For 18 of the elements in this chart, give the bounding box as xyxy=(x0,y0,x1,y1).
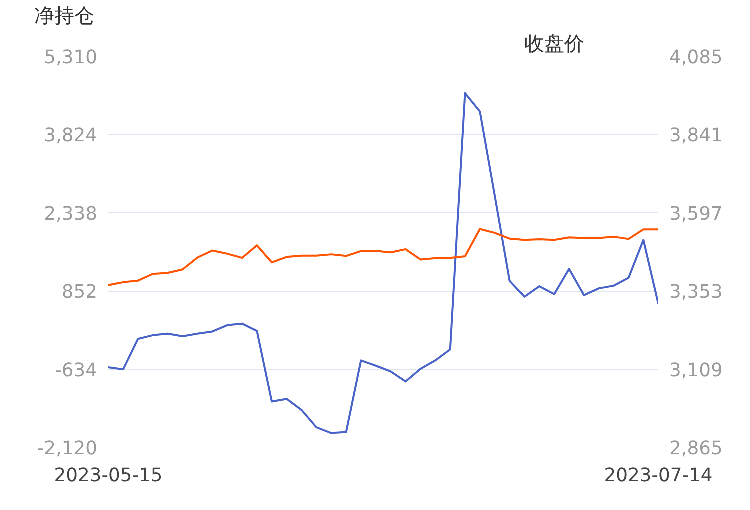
y-axis-title: 净持仓 xyxy=(34,4,94,28)
y2-tick-label: 4,085 xyxy=(670,48,723,68)
y2-tick-label: 3,353 xyxy=(670,282,723,304)
y-tick-label: -634 xyxy=(55,360,98,382)
y-tick-label: 2,338 xyxy=(44,204,98,225)
y-tick-label: -2,120 xyxy=(37,438,98,460)
line-series xyxy=(108,92,658,434)
y2-tick-label: 3,597 xyxy=(670,204,723,225)
x-tick-label: 2023-05-15 xyxy=(54,466,163,486)
line-series xyxy=(108,228,658,286)
y2-tick-label: 3,109 xyxy=(670,360,723,382)
y2-tick-label: 3,841 xyxy=(670,126,723,147)
y-tick-label: 3,824 xyxy=(44,126,98,147)
y2-tick-label: 2,865 xyxy=(670,438,723,460)
y-tick-label: 852 xyxy=(62,282,98,304)
y-tick-label: 5,310 xyxy=(44,48,98,68)
x-tick-label: 2023-07-14 xyxy=(604,466,713,486)
y2-axis-title: 收盘价 xyxy=(524,32,584,56)
